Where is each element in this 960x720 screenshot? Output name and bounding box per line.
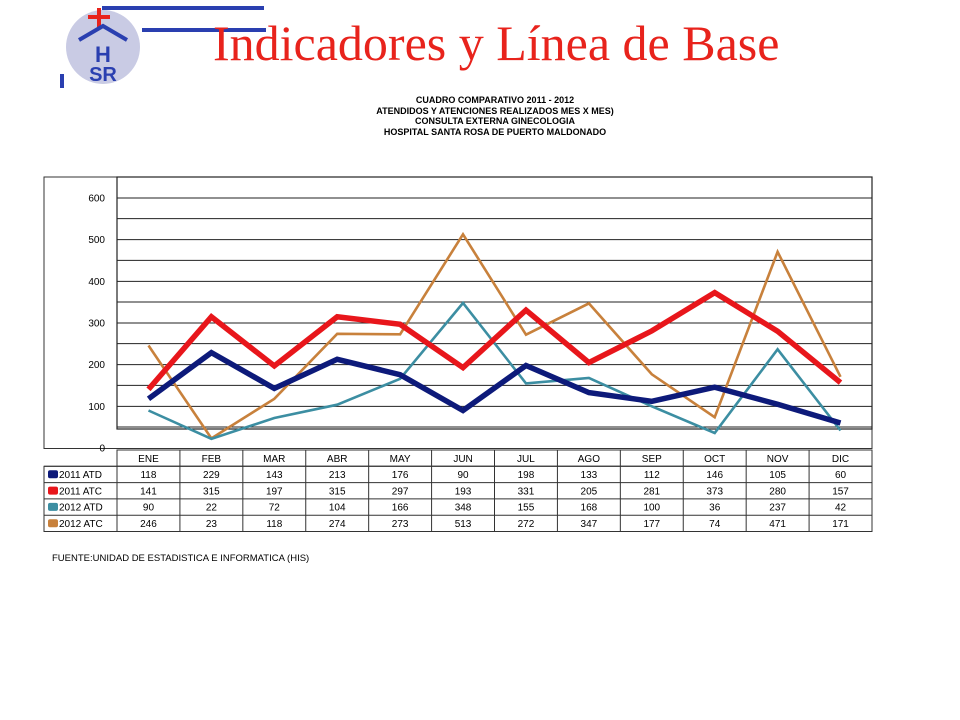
table-cell-value: 237 [769, 503, 786, 514]
logo-cross-horizontal [88, 15, 110, 19]
table-cell-value: 198 [518, 470, 535, 481]
series-line-2011-atc [146, 289, 843, 392]
legend-swatch [48, 519, 58, 528]
table-cell-value: 23 [206, 519, 218, 530]
legend-label: 2012 ATD [59, 503, 103, 514]
table-cell-value: 373 [706, 486, 723, 497]
y-tick-label: 500 [88, 235, 105, 246]
table-cell-value: 171 [832, 519, 849, 530]
y-tick-label: 100 [88, 402, 105, 413]
x-tick-label: NOV [767, 454, 789, 465]
table-cell-value: 272 [518, 519, 535, 530]
y-tick-label: 600 [88, 194, 105, 205]
logo-mid-bar [142, 28, 266, 32]
x-tick-label: SEP [642, 454, 662, 465]
x-tick-label: DIC [832, 454, 849, 465]
legend-swatch [48, 502, 58, 511]
table-cell-value: 193 [455, 486, 472, 497]
legend-swatch [48, 470, 58, 479]
x-tick-label: FEB [202, 454, 222, 465]
table-cell-value: 166 [392, 503, 409, 514]
logo-letters-sr: SR [89, 64, 117, 86]
x-tick-label: OCT [704, 454, 725, 465]
table-cell-value: 100 [643, 503, 660, 514]
table-cell-value: 513 [455, 519, 472, 530]
logo-letter-h: H [95, 42, 111, 67]
x-tick-label: JUL [517, 454, 535, 465]
table-cell-value: 118 [140, 470, 156, 481]
x-tick-label: AGO [578, 454, 600, 465]
table-cell-value: 118 [266, 519, 282, 530]
table-cell-value: 141 [140, 486, 157, 497]
logo-circle [66, 10, 140, 84]
table-cell-value: 155 [518, 503, 535, 514]
chart-heading-line-4: HOSPITAL SANTA ROSA DE PUERTO MALDONADO [383, 126, 607, 137]
hsr-logo: H SR [60, 6, 266, 88]
table-cell-value: 315 [329, 486, 346, 497]
table-cell-value: 90 [143, 503, 155, 514]
chart-heading-line-1: CUADRO COMPARATIVO 2011 - 2012 [415, 95, 575, 105]
y-tick-label: 400 [88, 277, 105, 288]
y-tick-label: 300 [88, 319, 105, 330]
source-note: FUENTE:UNIDAD DE ESTADISTICA E INFORMATI… [52, 553, 310, 564]
x-tick-label: ENE [138, 454, 159, 465]
table-cell-value: 60 [835, 470, 847, 481]
table-cell-value: 90 [457, 470, 469, 481]
table-cell-value: 112 [644, 470, 660, 481]
table-cell-value: 36 [709, 503, 721, 514]
table-cell-value: 229 [203, 470, 220, 481]
table-cell-value: 104 [329, 503, 346, 514]
series-line-2011-atd [146, 349, 842, 426]
table-cell-value: 72 [269, 503, 281, 514]
x-tick-label: JUN [453, 454, 472, 465]
table-cell-value: 274 [329, 519, 346, 530]
table-cell-value: 133 [581, 470, 598, 481]
y-tick-label: 0 [99, 444, 105, 455]
x-tick-label: MAR [263, 454, 285, 465]
table-cell-value: 105 [769, 470, 786, 481]
table-cell-value: 348 [455, 503, 472, 514]
table-cell-value: 143 [266, 470, 283, 481]
logo-top-bar [102, 6, 264, 10]
table-cell-value: 331 [518, 486, 535, 497]
table-cell-value: 246 [140, 519, 157, 530]
legend-label: 2011 ATC [59, 486, 102, 497]
table-cell-value: 74 [709, 519, 721, 530]
chart-heading-line-3: CONSULTA EXTERNA GINECOLOGIA [414, 116, 575, 126]
table-cell-value: 205 [581, 486, 598, 497]
table-cell-value: 297 [392, 486, 409, 497]
table-cell-value: 315 [203, 486, 220, 497]
table-cell-value: 471 [769, 519, 786, 530]
legend-swatch [48, 486, 58, 495]
x-tick-label: MAY [390, 454, 411, 465]
chart-heading: CUADRO COMPARATIVO 2011 - 2012 ATENDIDOS… [300, 95, 690, 137]
table-cell-value: 347 [581, 519, 598, 530]
slide-title: Indicadores y Línea de Base [213, 15, 780, 71]
table-cell-value: 177 [643, 519, 660, 530]
table-cell-value: 176 [392, 470, 409, 481]
table-cell-value: 213 [329, 470, 346, 481]
legend-label: 2012 ATC [59, 519, 103, 530]
chart-heading-line-2: ATENDIDOS Y ATENCIONES REALIZADOS MES X … [376, 105, 614, 116]
logo-roof [77, 23, 129, 42]
table-cell-value: 273 [392, 519, 409, 530]
y-tick-label: 200 [88, 360, 105, 371]
table-cell-value: 168 [581, 503, 598, 514]
table-cell-value: 22 [206, 503, 218, 514]
table-cell-value: 197 [266, 486, 283, 497]
legend-label: 2011 ATD [59, 470, 102, 481]
x-tick-label: ABR [327, 454, 348, 465]
table-cell-value: 146 [706, 470, 723, 481]
table-cell-value: 157 [832, 486, 849, 497]
table-cell-value: 42 [835, 503, 847, 514]
table-cell-value: 280 [769, 486, 786, 497]
table-cell-value: 281 [643, 486, 660, 497]
series-line-2012-atd [147, 300, 842, 441]
logo-left-bar [60, 74, 64, 88]
